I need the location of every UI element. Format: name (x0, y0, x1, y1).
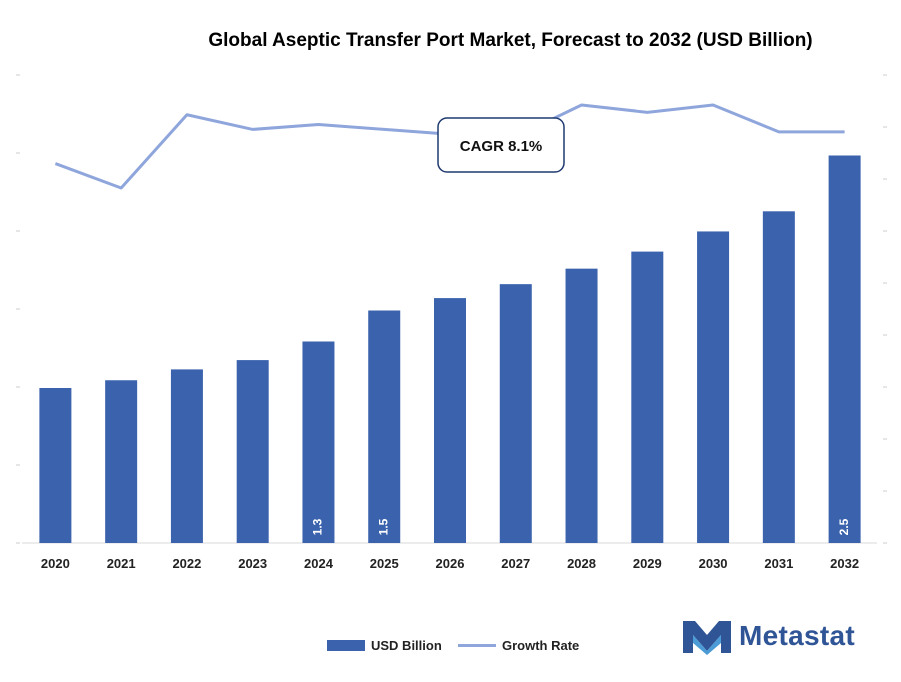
x-tick-label-2021: 2021 (107, 556, 136, 571)
chart-title: Global Aseptic Transfer Port Market, For… (208, 30, 813, 51)
brand-logo: Metastat (681, 617, 855, 655)
bar-2027 (499, 284, 532, 543)
legend-label-bars: USD Billion (371, 638, 442, 653)
legend-item-bars: USD Billion (327, 638, 442, 653)
bar-2020 (39, 388, 72, 543)
bar-2023 (236, 360, 269, 543)
x-tick-label-2020: 2020 (41, 556, 70, 571)
x-tick-label-2028: 2028 (567, 556, 596, 571)
bar-2031 (762, 211, 795, 544)
legend-item-line: Growth Rate (458, 638, 579, 653)
bar-2022 (170, 369, 203, 543)
cagr-annotation-box (437, 117, 565, 173)
bar-2026 (434, 298, 466, 543)
x-tick-label-2031: 2031 (764, 556, 793, 571)
bar-2024 (302, 341, 335, 543)
x-tick-label-2029: 2029 (633, 556, 662, 571)
x-tick-label-2027: 2027 (501, 556, 530, 571)
x-tick-label-2023: 2023 (238, 556, 267, 571)
bar-2028 (565, 268, 598, 543)
x-tick-label-2030: 2030 (699, 556, 728, 571)
x-tick-label-2022: 2022 (172, 556, 201, 571)
data-label-2024: 1.3 (311, 518, 325, 535)
cagr-annotation-text: CAGR 8.1% (460, 138, 543, 155)
data-label-2025: 1.5 (376, 518, 390, 535)
data-label-2032: 2.5 (837, 518, 851, 535)
brand-name: Metastat (739, 620, 855, 651)
x-tick-label-2032: 2032 (830, 556, 859, 571)
bar-2025 (368, 310, 401, 543)
legend-swatch-line (458, 644, 496, 647)
bar-2029 (631, 251, 664, 543)
legend-swatch-bar (327, 640, 365, 651)
bar-2030 (697, 231, 730, 543)
x-tick-label-2025: 2025 (370, 556, 399, 571)
x-tick-label-2026: 2026 (436, 556, 465, 571)
bar-2021 (105, 380, 138, 543)
x-tick-label-2024: 2024 (304, 556, 334, 571)
legend-label-line: Growth Rate (502, 638, 580, 653)
metastat-m-logo-icon (683, 621, 731, 655)
bar-2032 (828, 155, 861, 543)
